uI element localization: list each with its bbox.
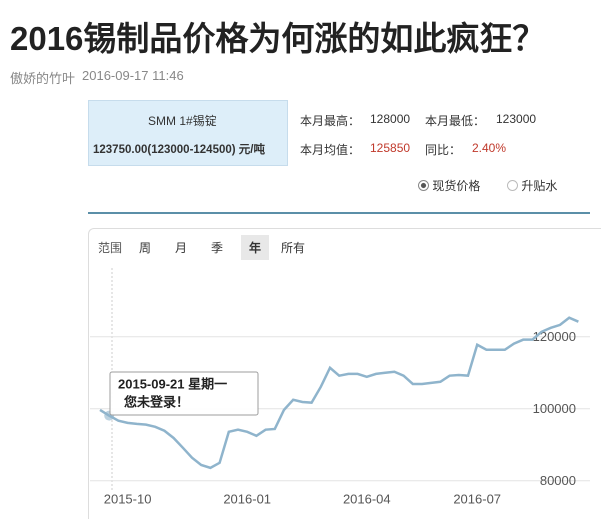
range-button[interactable]: 季 — [211, 241, 224, 255]
y-tick-label: 80000 — [540, 473, 576, 488]
stat-value: 123000 — [496, 112, 537, 126]
range-button[interactable]: 周 — [139, 241, 152, 255]
divider — [88, 212, 590, 214]
stat-label: 本月均值： — [300, 143, 361, 157]
stat-label: 本月最高： — [300, 114, 361, 128]
range-button[interactable]: 年 — [241, 235, 270, 260]
tooltip-text: 您未登录！ — [124, 394, 189, 409]
stat-value: 125850 — [370, 141, 411, 155]
x-tick-label: 2016-04 — [343, 491, 391, 506]
x-tick-label: 2015-10 — [104, 491, 152, 506]
y-tick-label: 120000 — [533, 329, 576, 344]
chart-panel — [88, 228, 601, 519]
tooltip-box — [109, 371, 259, 416]
product-price: 123750.00(123000-124500) 元/吨 — [93, 144, 265, 156]
product-name: SMM 1#锡锭 — [148, 114, 217, 128]
article-title: 2016锡制品价格为何涨的如此疯狂？ — [10, 20, 546, 57]
radio-option[interactable]: 现货价格 — [418, 177, 480, 194]
price-line — [99, 316, 579, 470]
x-tick-label: 2016-01 — [223, 491, 271, 506]
stat-value: 128000 — [370, 112, 411, 126]
y-tick-label: 100000 — [533, 401, 576, 416]
author: 傲娇的竹叶 — [10, 71, 76, 86]
radio-label: 升贴水 — [521, 179, 558, 193]
range-label: 范围 — [98, 241, 123, 255]
stat-label: 同比： — [425, 143, 462, 157]
radio-option[interactable]: 升贴水 — [507, 177, 557, 194]
stat-value: 2.40% — [472, 141, 507, 155]
date: 2016-09-17 11:46 — [82, 68, 184, 83]
range-button[interactable]: 所有 — [281, 241, 306, 255]
range-button[interactable]: 月 — [175, 241, 188, 255]
stat-label: 本月最低： — [425, 114, 486, 128]
tooltip-text: 2015-09-21 星期一 — [118, 376, 227, 391]
radio-label: 现货价格 — [432, 179, 481, 193]
product-cell — [88, 100, 288, 166]
x-tick-label: 2016-07 — [453, 491, 501, 506]
